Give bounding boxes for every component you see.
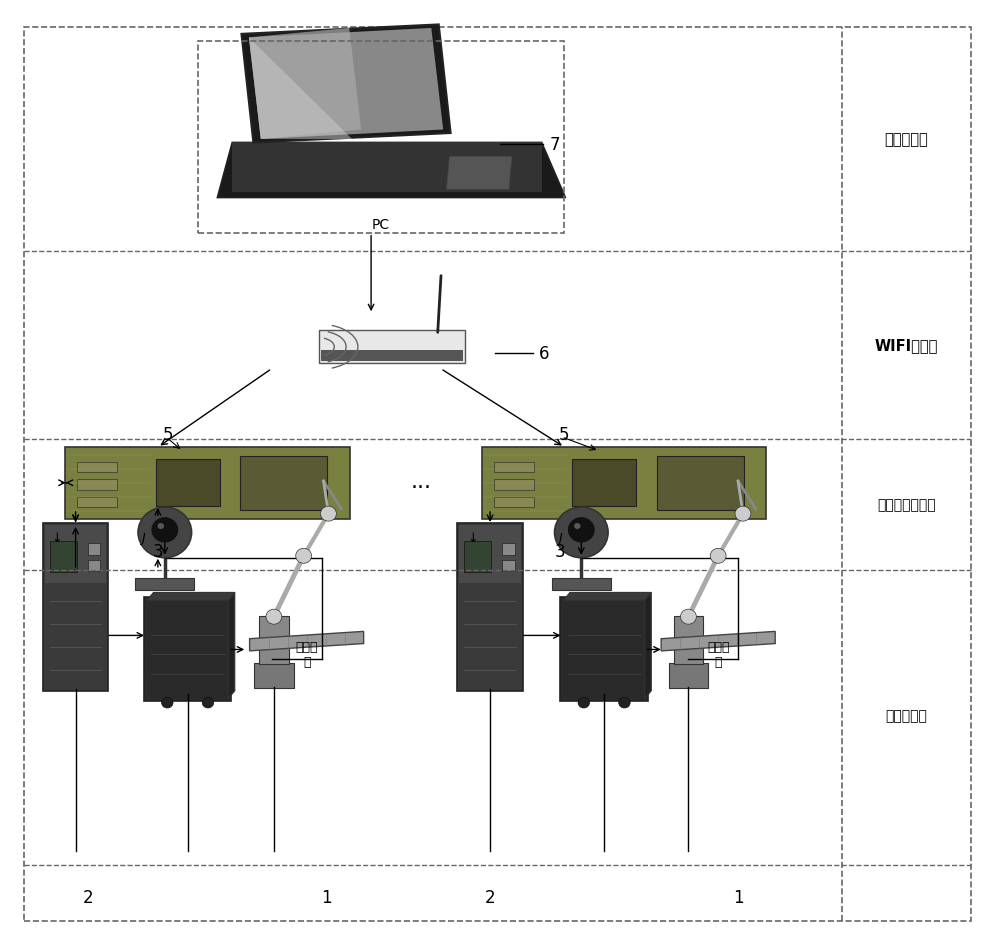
Text: 2: 2: [485, 887, 495, 906]
FancyBboxPatch shape: [482, 447, 766, 519]
FancyBboxPatch shape: [254, 663, 294, 688]
FancyBboxPatch shape: [560, 598, 648, 701]
Polygon shape: [232, 143, 542, 193]
Bar: [198, 42, 564, 233]
Text: PC: PC: [372, 218, 390, 232]
FancyBboxPatch shape: [240, 456, 327, 511]
Circle shape: [735, 507, 751, 522]
Text: ...: ...: [410, 471, 431, 491]
FancyBboxPatch shape: [156, 459, 220, 507]
Text: ↓: ↓: [467, 531, 477, 544]
FancyBboxPatch shape: [572, 459, 636, 507]
Polygon shape: [446, 157, 512, 190]
Text: 6: 6: [539, 345, 550, 362]
Polygon shape: [228, 593, 235, 699]
Text: 5: 5: [559, 426, 570, 444]
Polygon shape: [645, 593, 651, 699]
FancyBboxPatch shape: [77, 480, 117, 490]
FancyBboxPatch shape: [674, 616, 703, 665]
Polygon shape: [249, 39, 352, 140]
Circle shape: [619, 698, 630, 708]
Circle shape: [680, 610, 696, 625]
FancyBboxPatch shape: [88, 544, 100, 555]
FancyBboxPatch shape: [657, 456, 744, 511]
FancyBboxPatch shape: [494, 463, 534, 473]
Text: 待焊工
件: 待焊工 件: [295, 640, 318, 668]
Circle shape: [574, 524, 581, 530]
Circle shape: [710, 548, 726, 564]
FancyBboxPatch shape: [321, 350, 463, 362]
Text: 3: 3: [153, 543, 163, 561]
Text: 5: 5: [163, 426, 173, 444]
FancyBboxPatch shape: [77, 497, 117, 508]
Circle shape: [266, 610, 282, 625]
FancyBboxPatch shape: [464, 541, 491, 573]
FancyBboxPatch shape: [669, 663, 708, 688]
Circle shape: [138, 508, 192, 558]
Polygon shape: [147, 593, 235, 600]
Circle shape: [321, 507, 336, 522]
Circle shape: [578, 698, 590, 708]
Text: WIFI通信层: WIFI通信层: [875, 338, 938, 353]
FancyBboxPatch shape: [259, 616, 289, 665]
FancyBboxPatch shape: [88, 560, 100, 572]
Text: ↓: ↓: [51, 531, 62, 544]
Text: 远程监控层: 远程监控层: [885, 132, 928, 147]
Text: J: J: [141, 531, 145, 544]
FancyBboxPatch shape: [144, 598, 231, 701]
Circle shape: [152, 518, 178, 543]
Circle shape: [162, 698, 173, 708]
FancyBboxPatch shape: [77, 463, 117, 473]
Circle shape: [158, 524, 164, 530]
FancyBboxPatch shape: [50, 541, 77, 573]
Polygon shape: [250, 632, 364, 651]
FancyBboxPatch shape: [459, 526, 521, 583]
Circle shape: [202, 698, 214, 708]
FancyBboxPatch shape: [45, 526, 106, 583]
Text: 数据采集和发送: 数据采集和发送: [877, 497, 936, 512]
Polygon shape: [241, 25, 451, 143]
FancyBboxPatch shape: [457, 524, 523, 691]
Circle shape: [296, 548, 312, 564]
Circle shape: [555, 508, 608, 558]
Circle shape: [568, 518, 594, 543]
Polygon shape: [249, 29, 443, 140]
Polygon shape: [661, 632, 775, 651]
FancyBboxPatch shape: [502, 544, 515, 555]
FancyBboxPatch shape: [43, 524, 108, 691]
FancyBboxPatch shape: [65, 447, 350, 519]
Polygon shape: [217, 143, 565, 198]
FancyBboxPatch shape: [494, 480, 534, 490]
Text: J: J: [558, 531, 561, 544]
Text: 1: 1: [733, 887, 743, 906]
Text: 7: 7: [549, 136, 560, 154]
Text: 现场设备层: 现场设备层: [886, 708, 928, 722]
FancyBboxPatch shape: [319, 331, 465, 363]
FancyBboxPatch shape: [552, 579, 611, 590]
Text: 2: 2: [83, 887, 94, 906]
FancyBboxPatch shape: [502, 560, 515, 572]
FancyBboxPatch shape: [494, 497, 534, 508]
Polygon shape: [563, 593, 651, 600]
FancyBboxPatch shape: [135, 579, 194, 590]
Text: 待焊工
件: 待焊工 件: [707, 640, 729, 668]
Polygon shape: [249, 29, 361, 140]
Text: 1: 1: [321, 887, 332, 906]
Text: 3: 3: [554, 543, 565, 561]
